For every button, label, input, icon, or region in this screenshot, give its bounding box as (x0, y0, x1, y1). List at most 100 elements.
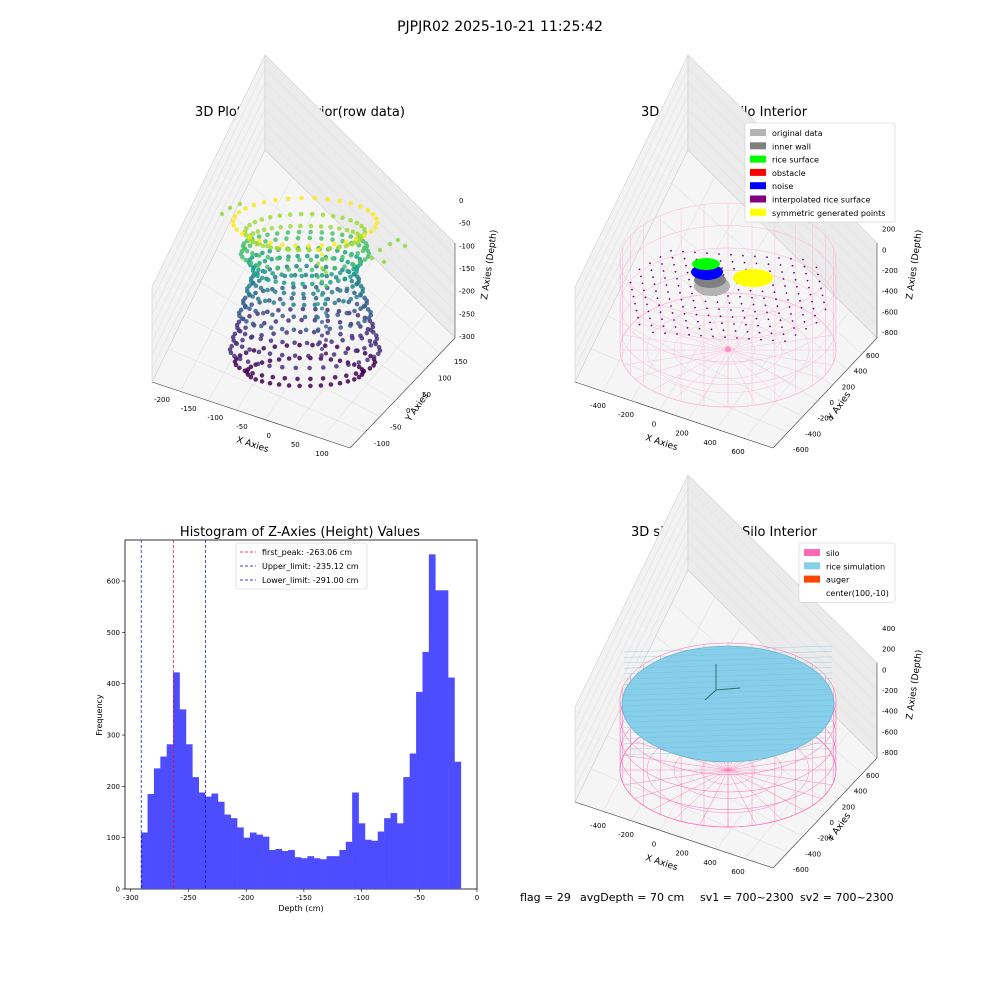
raw-point (259, 217, 265, 222)
raw-point (356, 360, 362, 365)
interpolated-point (782, 278, 785, 280)
raw-point (292, 272, 298, 278)
raw-point (324, 257, 328, 261)
histogram-bar (371, 840, 379, 889)
interpolated-point (733, 323, 735, 325)
interpolated-point (779, 319, 782, 322)
interpolated-point (767, 318, 770, 321)
raw-x-tick: -200 (154, 396, 170, 404)
interpolated-point (676, 277, 678, 280)
interpolated-point (710, 328, 713, 331)
interpolated-point (677, 284, 680, 287)
raw-point (299, 273, 305, 279)
simulation-plot-xlabel: X Axies (644, 853, 679, 873)
raw-point (295, 235, 301, 241)
raw-point (284, 343, 290, 348)
raw-point (356, 374, 362, 380)
interpolated-point (742, 309, 744, 312)
raw-point (232, 331, 238, 337)
histogram-y-tick-label: 0 (116, 886, 120, 894)
silo-radial (727, 300, 783, 351)
raw-point (249, 334, 255, 340)
raw-point (304, 340, 310, 346)
raw-point (343, 239, 349, 245)
histogram-bar (307, 856, 315, 889)
raw-point (316, 261, 320, 266)
interpolated-point (640, 275, 642, 278)
histogram-bar (198, 792, 206, 889)
raw-z-tick: -200 (459, 288, 475, 296)
classify-legend-swatch (750, 155, 766, 163)
histogram-bar (358, 823, 366, 889)
histogram-y-tick-label: 400 (107, 680, 120, 688)
cls-z-tick: -200 (882, 267, 898, 275)
cls-x-tick: -200 (618, 411, 634, 419)
raw-point (259, 360, 265, 365)
silo-ring (619, 270, 837, 385)
raw-point (362, 318, 367, 324)
histogram-bar (192, 777, 199, 889)
raw-point (328, 225, 333, 230)
interpolated-point (805, 327, 807, 330)
interpolated-point (757, 324, 759, 327)
raw-point (302, 314, 308, 320)
raw-point (362, 303, 368, 309)
silo-radial (727, 349, 783, 400)
symmetric-points-cluster (733, 269, 773, 287)
raw-point (280, 339, 285, 345)
raw-point (265, 287, 270, 293)
interpolated-point (694, 306, 696, 309)
raw-point (345, 268, 350, 274)
rice-mesh-line (623, 737, 833, 744)
classify-legend-label: rice surface (772, 156, 819, 165)
raw-point (313, 306, 318, 312)
classify-plot-points (629, 249, 827, 352)
raw-point (289, 273, 294, 278)
raw-z-tick: -150 (459, 265, 475, 273)
raw-point (286, 356, 292, 361)
histogram-bar (281, 851, 289, 889)
classify-legend-swatch (750, 142, 766, 150)
raw-point (291, 291, 296, 297)
histogram-x-tick-label: -150 (296, 894, 312, 902)
raw-point (287, 212, 293, 217)
raw-point (274, 231, 280, 236)
rice-mesh-line (623, 689, 833, 696)
raw-point (309, 267, 315, 273)
histogram-legend-label: Upper_limit: -235.12 cm (262, 562, 359, 571)
histogram-ylabel: Frequency (95, 694, 104, 736)
silo-radial (727, 349, 805, 391)
raw-point (365, 254, 371, 259)
raw-point (276, 357, 282, 362)
raw-point (261, 310, 266, 316)
interpolated-point (793, 271, 795, 274)
raw-point (353, 348, 359, 354)
raw-point (365, 357, 370, 363)
interpolated-point (721, 322, 723, 325)
raw-point (249, 302, 254, 307)
footer-sv2: sv2 = 700~2300 (800, 891, 894, 904)
raw-point (345, 346, 351, 351)
raw-point (270, 271, 276, 276)
histogram-legend-label: first_peak: -263.06 cm (262, 548, 352, 557)
raw-point (330, 213, 336, 219)
raw-point (248, 364, 254, 370)
silo-radial (699, 769, 729, 826)
grid-line (151, 108, 456, 342)
auger-arm (715, 687, 741, 691)
interpolated-point (721, 267, 723, 269)
interpolated-point (766, 311, 768, 314)
raw-point (312, 195, 318, 201)
interpolated-point (635, 309, 638, 312)
raw-point (260, 250, 265, 256)
cls-y-tick: 0 (830, 399, 834, 407)
cls-x-tick: 600 (731, 448, 744, 456)
sim-z-tick: -400 (882, 708, 898, 716)
raw-point (321, 365, 326, 370)
raw-point (281, 280, 287, 286)
raw-point (278, 224, 284, 230)
sim-z-tick: -200 (882, 687, 898, 695)
raw-point (320, 320, 324, 324)
interpolated-point (743, 316, 746, 319)
raw-point (297, 355, 302, 361)
